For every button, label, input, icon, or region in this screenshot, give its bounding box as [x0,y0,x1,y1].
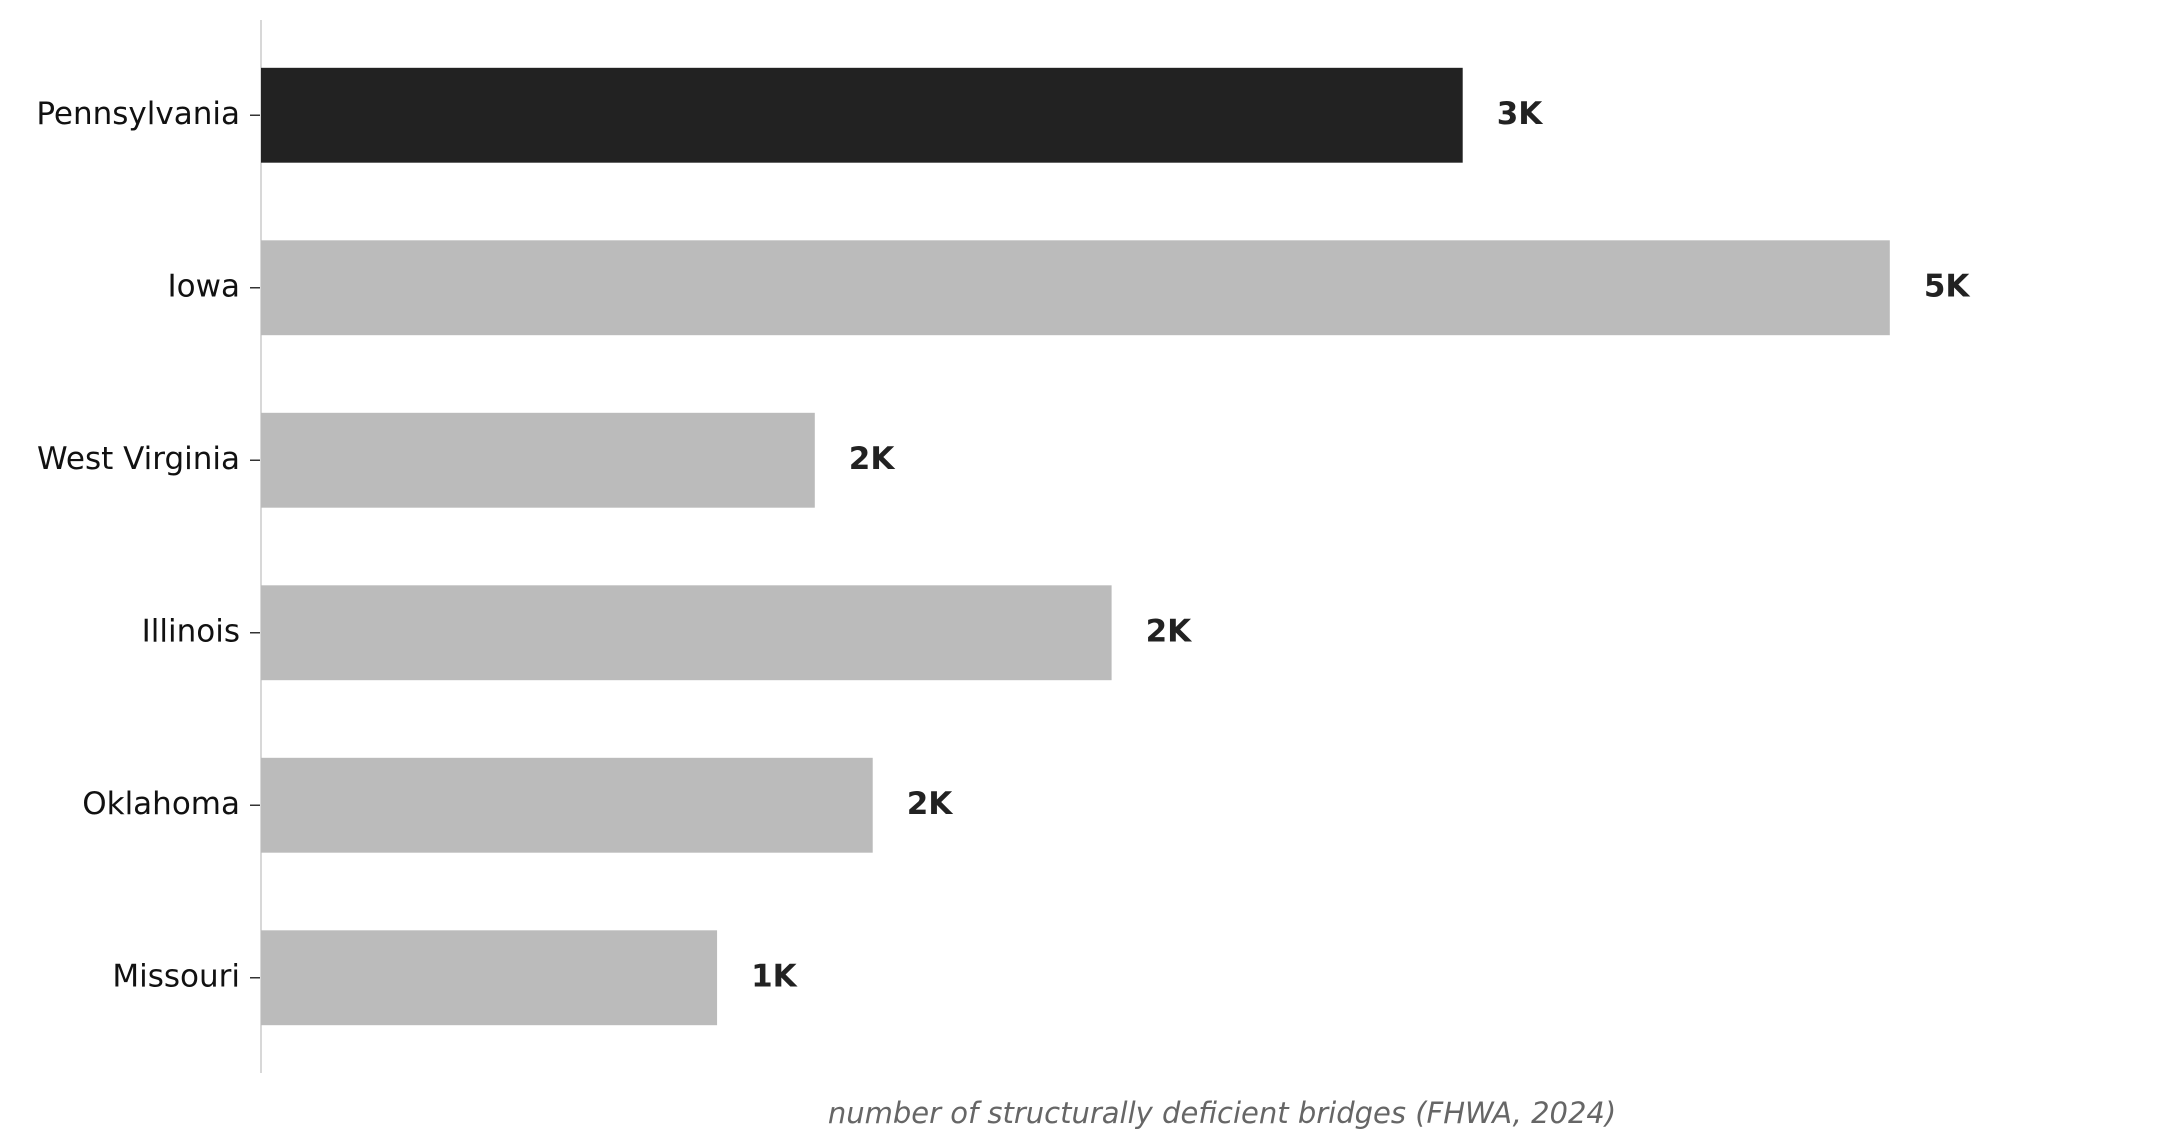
y-tick-label: Oklahoma [82,786,240,822]
value-label: 3K [1497,96,1544,132]
y-tick-label: Illinois [142,613,240,649]
y-tick-label: Pennsylvania [36,96,240,132]
value-label: 2K [1146,613,1193,649]
y-tick-label: Missouri [112,958,240,994]
value-label: 5K [1924,268,1971,304]
y-tick-label: West Virginia [37,441,240,477]
value-label: 2K [907,786,954,822]
bar [261,757,873,853]
value-label: 1K [751,958,798,994]
bar [261,412,815,508]
bar [261,67,1463,163]
y-tick-label: Iowa [168,268,240,304]
bar [261,930,718,1026]
x-axis-label: number of structurally deficient bridges… [828,1096,1616,1130]
bar [261,585,1112,681]
value-label: 2K [849,441,896,477]
bar [261,240,1890,336]
